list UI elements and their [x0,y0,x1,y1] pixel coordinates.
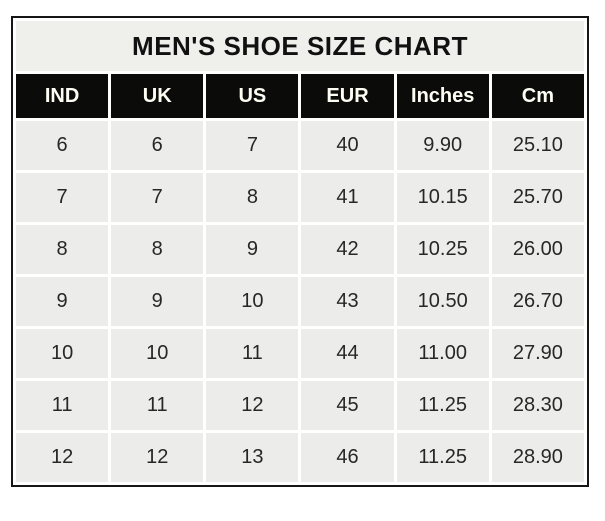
table-row: 6 6 7 40 9.90 25.10 [16,121,584,170]
table-row: 9 9 10 43 10.50 26.70 [16,277,584,326]
table-cell: 10 [16,329,109,378]
table-cell: 12 [206,381,299,430]
table-cell: 6 [111,121,204,170]
table-cell: 10 [111,329,204,378]
table-cell: 11.00 [396,329,489,378]
table-cell: 11.25 [396,381,489,430]
header-cell: EUR [301,74,394,118]
table-row: 12 12 13 46 11.25 28.90 [16,433,584,482]
table-cell: 25.10 [491,121,584,170]
table-body: 6 6 7 40 9.90 25.10 7 7 8 41 10.15 25.70 8 8 9 42 10.25 2… [16,121,584,482]
header-cell: UK [111,74,204,118]
header-row: IND UK US EUR Inches Cm [16,74,584,118]
table-cell: 45 [301,381,394,430]
table-cell: 12 [111,433,204,482]
table-cell: 9.90 [396,121,489,170]
table-cell: 8 [206,173,299,222]
table-cell: 10.50 [396,277,489,326]
table-cell: 12 [16,433,109,482]
table-cell: 11 [111,381,204,430]
table-cell: 13 [206,433,299,482]
table-cell: 7 [206,121,299,170]
header-cell: Inches [396,74,489,118]
table-row: 10 10 11 44 11.00 27.90 [16,329,584,378]
table-cell: 42 [301,225,394,274]
table-cell: 11 [16,381,109,430]
table-cell: 10 [206,277,299,326]
table-cell: 28.30 [491,381,584,430]
table-cell: 26.00 [491,225,584,274]
table-row: 8 8 9 42 10.25 26.00 [16,225,584,274]
table-cell: 25.70 [491,173,584,222]
table-cell: 10.25 [396,225,489,274]
header-cell: IND [16,74,109,118]
table-head: MEN'S SHOE SIZE CHART IND UK US EUR Inches Cm [16,21,584,118]
table-cell: 11 [206,329,299,378]
header-cell: US [206,74,299,118]
table-cell: 8 [16,225,109,274]
table-cell: 6 [16,121,109,170]
table-cell: 26.70 [491,277,584,326]
table-cell: 9 [111,277,204,326]
table-cell: 28.90 [491,433,584,482]
table-cell: 7 [16,173,109,222]
table-cell: 46 [301,433,394,482]
table-cell: 9 [206,225,299,274]
table-cell: 8 [111,225,204,274]
header-cell: Cm [491,74,584,118]
table-cell: 27.90 [491,329,584,378]
table-cell: 7 [111,173,204,222]
table-cell: 40 [301,121,394,170]
table-cell: 41 [301,173,394,222]
table-row: 7 7 8 41 10.15 25.70 [16,173,584,222]
table-cell: 44 [301,329,394,378]
chart-title: MEN'S SHOE SIZE CHART [16,21,584,71]
shoe-size-chart-table: MEN'S SHOE SIZE CHART IND UK US EUR Inches Cm… [11,16,589,487]
table-cell: 10.15 [396,173,489,222]
table-cell: 43 [301,277,394,326]
table-cell: 11.25 [396,433,489,482]
title-row: MEN'S SHOE SIZE CHART [16,21,584,71]
table-row: 11 11 12 45 11.25 28.30 [16,381,584,430]
table-cell: 9 [16,277,109,326]
